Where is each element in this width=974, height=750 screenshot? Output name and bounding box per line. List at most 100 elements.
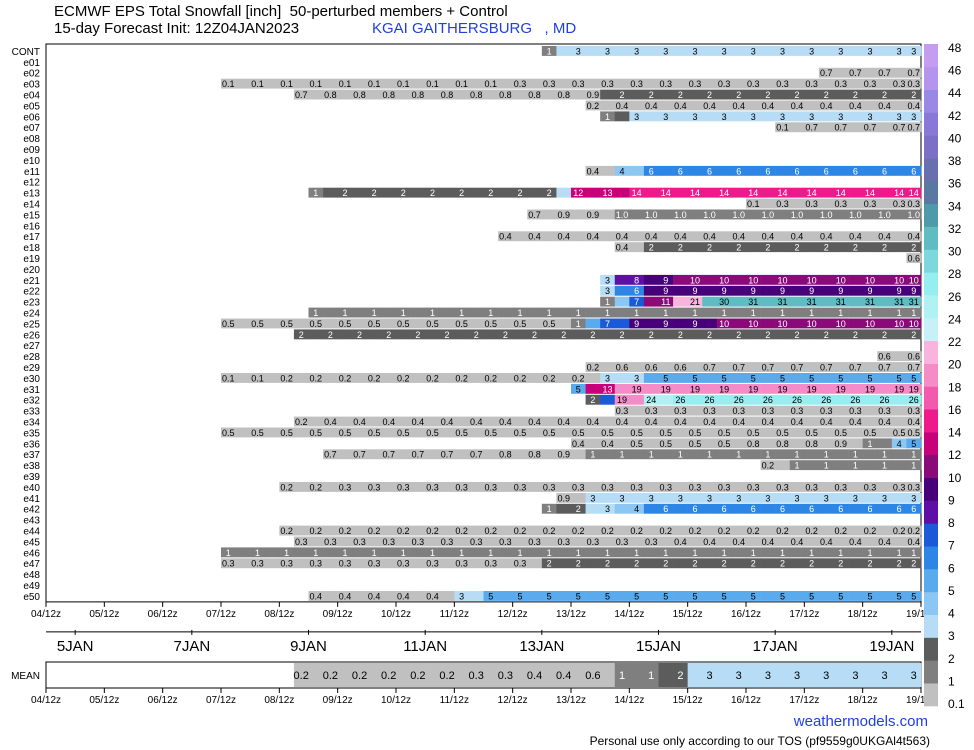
snow-cell xyxy=(906,492,922,503)
snow-cell xyxy=(396,591,411,601)
snow-cell xyxy=(629,449,645,460)
snow-cell xyxy=(658,405,674,416)
snow-value: 6 xyxy=(736,166,741,176)
snow-cell xyxy=(571,46,586,56)
mean-cell xyxy=(702,663,718,687)
snow-cell xyxy=(775,383,791,394)
snow-cell xyxy=(702,383,718,394)
snow-cell xyxy=(410,78,426,89)
snow-cell xyxy=(687,100,703,111)
snow-value: 2 xyxy=(795,243,800,253)
snow-cell xyxy=(658,394,674,405)
snow-value: 0.3 xyxy=(660,482,673,492)
snow-value: 0.3 xyxy=(455,559,468,569)
snow-cell xyxy=(687,165,703,176)
snow-cell xyxy=(804,111,820,122)
snow-cell xyxy=(716,231,732,242)
snow-value: 0.4 xyxy=(368,591,381,601)
snow-value: 10 xyxy=(690,275,700,285)
snow-cell xyxy=(906,383,922,394)
colorbar-label: 46 xyxy=(948,64,962,78)
snow-cell xyxy=(425,416,441,427)
colorbar-swatch xyxy=(924,660,938,684)
snow-cell xyxy=(673,373,688,383)
snow-value: 3 xyxy=(634,46,639,56)
snow-value: 0.2 xyxy=(310,482,323,492)
snow-value: 14 xyxy=(909,188,919,198)
snow-value: 0.4 xyxy=(849,537,862,547)
snow-cell xyxy=(716,416,732,427)
snow-cell xyxy=(571,427,586,438)
snow-value: 0.2 xyxy=(805,526,818,536)
snow-value: 0.3 xyxy=(485,559,498,569)
snow-value: 0.3 xyxy=(805,482,818,492)
snow-cell xyxy=(848,547,863,558)
snow-cell xyxy=(439,307,455,318)
colorbar-label: 40 xyxy=(948,131,962,145)
site-credit[interactable]: weathermodels.com xyxy=(793,713,928,730)
snow-value: 6 xyxy=(649,166,654,176)
snow-value: 0.4 xyxy=(820,417,833,427)
snow-cell xyxy=(323,449,338,460)
snow-value: 1 xyxy=(459,548,464,558)
mean-value: 3 xyxy=(706,670,712,682)
snow-cell xyxy=(789,209,805,220)
snow-cell xyxy=(571,373,586,383)
snow-cell xyxy=(804,231,820,242)
snow-value: 1 xyxy=(226,548,231,558)
snow-cell xyxy=(673,285,688,296)
snow-cell xyxy=(848,482,863,492)
snow-cell xyxy=(381,427,397,438)
snow-value: 3 xyxy=(692,46,697,56)
snow-cell xyxy=(541,427,557,438)
snow-value: 6 xyxy=(911,166,916,176)
snow-cell xyxy=(775,329,791,340)
snow-value: 10 xyxy=(748,275,758,285)
snow-cell xyxy=(614,362,630,372)
snow-cell xyxy=(381,78,397,89)
snow-cell xyxy=(818,416,834,427)
snow-cell xyxy=(906,438,922,449)
x-tick-label: 06/12z xyxy=(148,695,178,706)
snow-cell xyxy=(643,405,659,416)
snow-value: 1 xyxy=(853,450,858,460)
mean-cell xyxy=(746,663,761,687)
snow-cell xyxy=(687,482,703,492)
snow-value: 9 xyxy=(692,286,697,296)
snow-cell xyxy=(716,373,732,383)
snow-cell xyxy=(337,78,353,89)
mean-cell xyxy=(498,663,513,687)
snow-cell xyxy=(512,525,528,536)
snow-cell xyxy=(512,547,528,558)
snow-cell xyxy=(687,449,703,460)
snow-value: 0.4 xyxy=(382,417,395,427)
snow-cell xyxy=(716,100,732,111)
snow-cell xyxy=(600,394,616,405)
snow-cell xyxy=(629,274,645,285)
snow-cell xyxy=(746,296,761,307)
snow-value: 2 xyxy=(386,330,391,340)
snow-cell xyxy=(396,416,411,427)
snow-value: 0.7 xyxy=(907,363,920,373)
snow-cell xyxy=(833,274,849,285)
snow-cell xyxy=(643,89,659,100)
snow-value: 0.7 xyxy=(878,68,891,78)
snow-cell xyxy=(877,482,893,492)
snow-cell xyxy=(541,209,557,220)
snow-value: 12 xyxy=(573,188,583,198)
snow-cell xyxy=(818,525,834,536)
snow-cell xyxy=(293,482,309,492)
mean-cell xyxy=(833,663,849,687)
snow-value: 0.4 xyxy=(732,232,745,242)
snow-cell xyxy=(600,482,616,492)
snow-cell xyxy=(877,362,893,372)
snow-value: 31 xyxy=(836,297,846,307)
snow-cell xyxy=(906,405,922,416)
snow-cell xyxy=(687,307,703,318)
member-label: e29 xyxy=(23,363,40,374)
member-label: e08 xyxy=(23,134,40,145)
snow-cell xyxy=(848,307,863,318)
snow-cell xyxy=(410,525,426,536)
snow-cell xyxy=(585,78,601,89)
snow-cell xyxy=(337,449,353,460)
